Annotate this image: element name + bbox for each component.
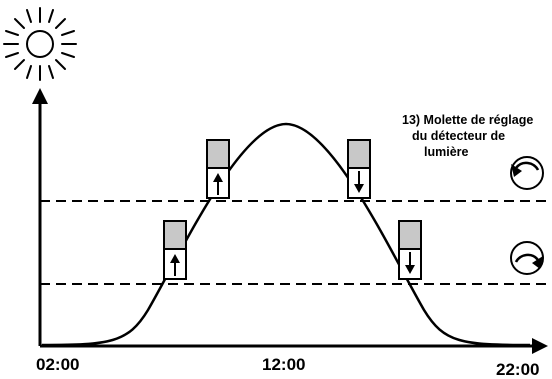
- arrow-down-icon: [405, 252, 415, 274]
- sensor-upper-falling: [347, 139, 371, 199]
- x-axis-arrowhead: [532, 338, 548, 354]
- y-axis-arrowhead: [32, 88, 48, 104]
- rotate-left-icon: [510, 156, 544, 190]
- axes: [32, 88, 548, 354]
- annotation-line-2: du détecteur de: [412, 129, 505, 143]
- sensor-upper-rising: [206, 139, 230, 199]
- arrow-up-icon: [170, 254, 180, 276]
- daylight-curve: [41, 122, 531, 347]
- rotate-right-icon: [510, 241, 544, 275]
- sun-icon: [3, 7, 77, 81]
- arrow-up-icon: [213, 173, 223, 195]
- sensor-lower-falling: [398, 220, 422, 280]
- sensor-lower-rising: [163, 220, 187, 280]
- x-tick-label-end: 22:00: [496, 360, 539, 379]
- arrow-down-icon: [354, 171, 364, 193]
- annotation-line-1: 13) Molette de réglage: [402, 113, 533, 127]
- x-tick-label-mid: 12:00: [262, 355, 305, 374]
- annotation-line-3: lumière: [424, 145, 469, 159]
- x-tick-label-start: 02:00: [36, 355, 79, 374]
